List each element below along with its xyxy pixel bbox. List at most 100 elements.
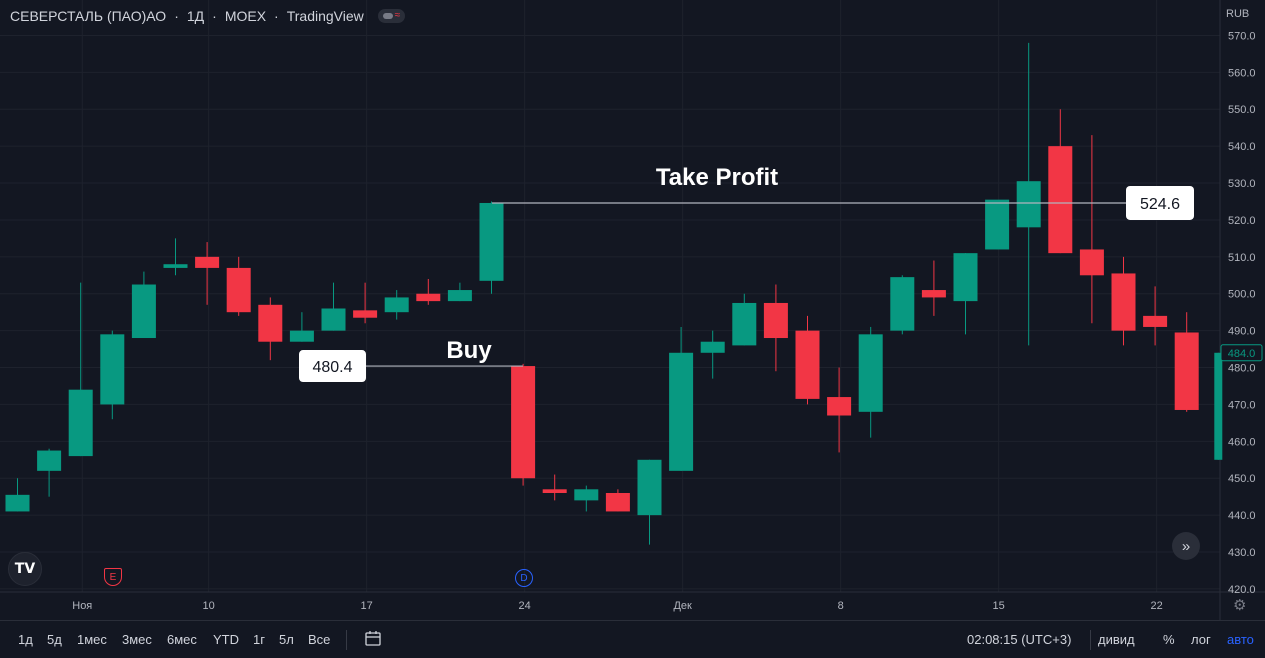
candle [542,474,567,501]
time-tick-label: Ноя [72,600,92,612]
price-axis[interactable]: 420.0 430.0 440.0 450.0 460.0 470.0 480.0 490.0… [1220,8,1263,596]
price-chart[interactable]: 480.4 Buy 524.6 Take Profit 420.0 430.0 440.0… [0,0,1265,620]
range-5y-button[interactable]: 5л [279,632,294,647]
candle-body [258,304,283,342]
time-tick-label: 17 [361,600,373,612]
range-all-button[interactable]: Все [308,632,331,647]
price-tick-label: 480.0 [1228,363,1256,375]
price-tick-label: 470.0 [1228,399,1256,411]
candle [447,282,472,302]
candle-body [195,256,220,268]
currency-label: RUB [1226,8,1249,20]
range-1m-button[interactable]: 1мес [77,632,107,647]
time-readout[interactable]: 02:08:15 (UTC+3) [967,632,1072,647]
candle-body [100,334,125,405]
header-separator: · [174,8,179,24]
price-tick-label: 450.0 [1228,473,1256,485]
price-tick-label: 420.0 [1228,584,1256,596]
candle [384,290,409,320]
candle [700,330,725,379]
candle [1016,42,1041,346]
candle-body [1143,315,1168,327]
current-price-label: 484.0 [1228,348,1256,360]
bottom-toolbar: 1д 5д 1мес 3мес 6мес YTD 1г 5л Все 02:08… [0,620,1265,658]
header-separator: · [274,8,279,24]
candle-body [1079,249,1104,276]
price-tick-label: 430.0 [1228,547,1256,559]
candle [921,260,946,316]
candle-body [890,277,915,331]
gear-icon[interactable]: ⚙ [1233,597,1247,614]
market-status-pill[interactable]: ≈ [377,9,406,23]
candle [763,284,788,372]
candle [890,275,915,335]
candle [5,478,30,512]
time-tick-label: 8 [838,600,844,612]
range-1y-button[interactable]: 1г [253,632,265,647]
interval-label[interactable]: 1Д [186,8,205,24]
chart-header: СЕВЕРСТАЛЬ (ПАО)АО · 1Д · MOEX · Trading… [10,8,406,24]
price-tick-label: 440.0 [1228,510,1256,522]
candle-body [511,366,536,479]
price-tick-label: 530.0 [1228,178,1256,190]
time-tick-label: 24 [519,600,531,612]
candle [669,326,694,471]
range-5d-button[interactable]: 5д [47,632,62,647]
candle [605,489,630,512]
candle [953,253,978,335]
candle [637,459,662,545]
price-tick-label: 570.0 [1228,30,1256,42]
candle [131,271,156,339]
percent-scale-toggle[interactable]: % [1163,632,1175,647]
range-1d-button[interactable]: 1д [18,632,33,647]
candle [226,256,251,316]
range-ytd-button[interactable]: YTD [213,632,239,647]
time-axis[interactable]: Ноя 10 17 24 Дек 8 15 22 [72,600,1163,612]
candle-body [37,450,62,471]
dividend-event-icon[interactable]: D [515,569,533,587]
candle-body [921,290,946,298]
price-tick-label: 460.0 [1228,436,1256,448]
symbol-name[interactable]: СЕВЕРСТАЛЬ (ПАО)АО [10,8,167,24]
candle [574,485,599,512]
range-3m-button[interactable]: 3мес [122,632,152,647]
time-tick-label: 10 [203,600,215,612]
candle-body [858,334,883,412]
price-tick-label: 540.0 [1228,141,1256,153]
buy-label: Buy [446,337,492,364]
trade-annotations: 480.4 Buy 524.6 Take Profit [299,164,1194,383]
dividend-adjust-toggle[interactable]: дивид [1098,632,1135,647]
time-tick-label: Дек [673,600,692,612]
current-price-tag [1220,344,1263,362]
candle-body [1111,273,1136,331]
candle-body [1048,146,1073,254]
toolbar-divider [1090,630,1091,650]
price-tick-label: 520.0 [1228,215,1256,227]
take-profit-label: Take Profit [656,164,778,191]
candle [163,238,188,276]
tradingview-logo[interactable]: TV [8,552,42,586]
candle [1214,352,1223,460]
candle-body [953,253,978,302]
candle-body [416,293,441,302]
earnings-event-icon[interactable]: E [104,568,122,586]
date-range-icon[interactable] [364,630,382,648]
take-profit-price-box [1126,185,1194,220]
wave-icon: ≈ [394,10,401,21]
toolbar-divider [346,630,347,650]
candle-body [289,330,314,342]
log-scale-toggle[interactable]: лог [1191,632,1211,647]
candle [1143,286,1168,346]
candle [732,293,757,346]
auto-scale-toggle[interactable]: авто [1227,632,1254,647]
header-separator: · [212,8,217,24]
time-tick-label: 22 [1151,600,1163,612]
candle-body [637,459,662,516]
price-tick-label: 500.0 [1228,289,1256,301]
candle-body [5,494,30,512]
scroll-to-realtime-button[interactable]: » [1172,532,1200,560]
range-6m-button[interactable]: 6мес [167,632,197,647]
buy-price-label: 480.4 [312,359,352,376]
candle [100,330,125,420]
status-dot-icon [382,13,393,19]
